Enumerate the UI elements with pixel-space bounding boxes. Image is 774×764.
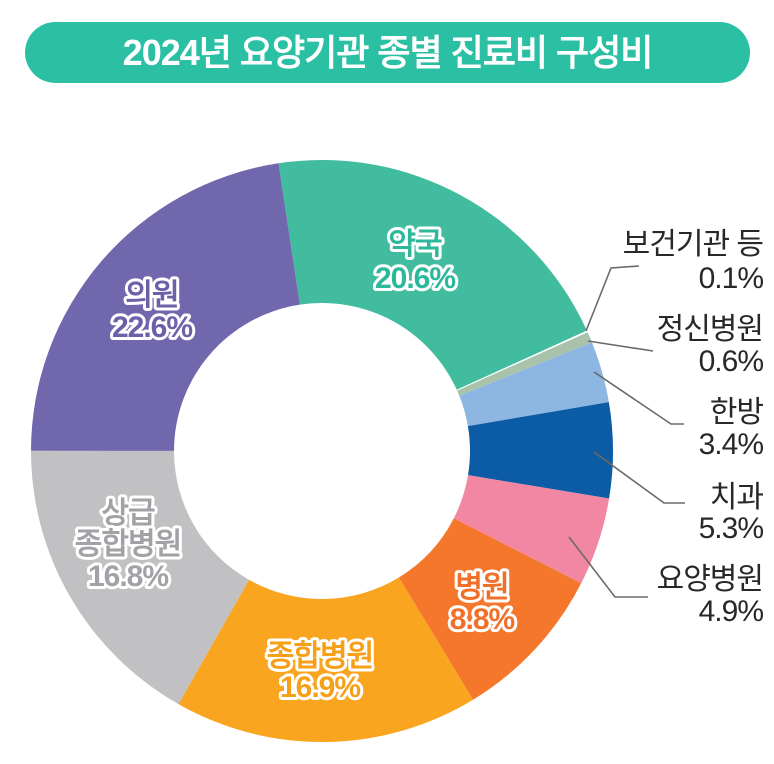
pie-segment: [31, 163, 300, 451]
segment-label: 22.6%: [112, 311, 192, 344]
segment-label: 8.8%: [450, 603, 515, 636]
leader-line: [585, 265, 640, 332]
pie-segment: [30, 450, 249, 705]
chart-title-banner: 2024년 요양기관 종별 진료비 구성비: [25, 22, 750, 83]
callout-label: 4.9%: [699, 595, 764, 628]
segment-label: 16.8%: [88, 560, 168, 593]
pie-segment: [453, 475, 610, 584]
leader-line: [593, 371, 684, 425]
segment-label: 병원: [455, 571, 508, 604]
pie-segment: [459, 342, 609, 427]
callout-label: 5.3%: [699, 512, 764, 545]
callout-label: 한방: [710, 396, 764, 429]
segment-label: 16.9%: [280, 671, 360, 704]
callout-label: 0.6%: [699, 345, 764, 378]
segment-label: 종합병원: [267, 640, 373, 673]
pie-segment: [278, 159, 587, 390]
callout-label: 3.4%: [699, 428, 764, 461]
leader-line: [568, 536, 648, 598]
pie-segment: [457, 332, 592, 396]
pie-segment: [467, 402, 614, 499]
segment-label: 약국: [388, 228, 442, 261]
segment-label: 상급: [101, 497, 155, 530]
pie-segment: [456, 330, 588, 391]
callout-label: 요양병원: [657, 563, 763, 596]
leader-line: [593, 451, 685, 504]
chart-title: 2024년 요양기관 종별 진료비 구성비: [122, 31, 654, 73]
pie-segment: [178, 577, 474, 742]
segment-label: 의원: [125, 279, 178, 312]
segment-label: 20.6%: [375, 262, 455, 295]
callout-label: 보건기관 등: [623, 228, 764, 261]
leader-line: [587, 340, 654, 352]
callout-label: 정신병원: [657, 313, 763, 346]
callout-label: 0.1%: [699, 262, 764, 295]
callout-label: 치과: [710, 481, 764, 514]
pie-segment: [398, 518, 582, 700]
segment-label: 종합병원: [75, 528, 181, 561]
